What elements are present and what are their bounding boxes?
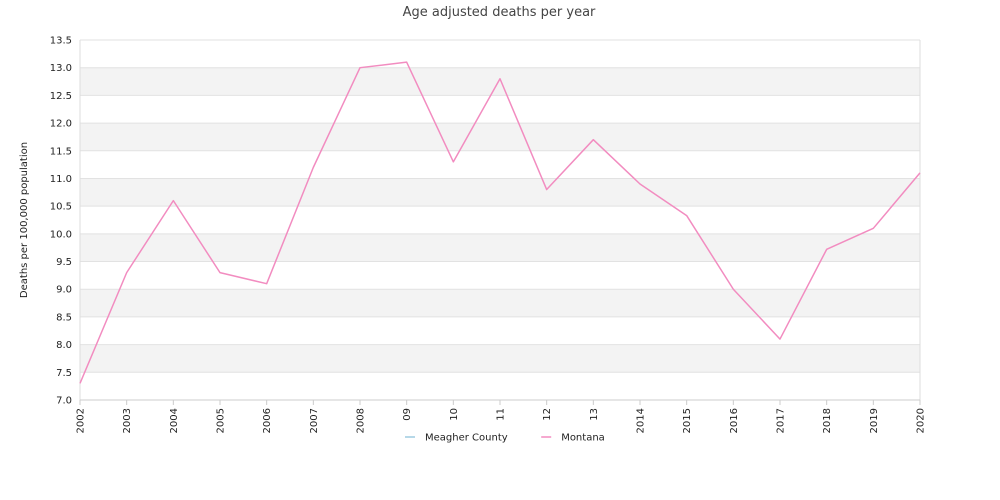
grid-band (80, 178, 920, 207)
x-tick-label: 2008 (356, 408, 367, 433)
y-tick-label: 7.5 (56, 368, 72, 379)
x-tick-label: 2020 (916, 408, 927, 433)
y-tick-label: 10.0 (50, 229, 72, 240)
x-tick-label: 10 (449, 408, 460, 421)
x-tick-label: 12 (542, 408, 553, 421)
grid-band (80, 206, 920, 234)
y-tick-label: 8.5 (56, 312, 72, 323)
x-tick-label: 2016 (729, 408, 740, 433)
x-tick-label: 13 (589, 408, 600, 421)
grid-band (80, 123, 920, 151)
x-tick-label: 2017 (776, 408, 787, 433)
x-axis-ticks: 2002 2003 2004 2005 2006 2007 2008 09 10 11 12 13 20… (76, 400, 927, 433)
series-line-montana (79, 61, 921, 384)
x-tick-label: 2018 (822, 408, 833, 433)
y-tick-label: 11.0 (50, 174, 72, 185)
legend-label: Meagher County (425, 433, 508, 444)
x-tick-label: 2003 (122, 408, 133, 433)
x-tick-label: 2002 (76, 408, 87, 433)
x-tick-label: 09 (402, 408, 413, 421)
y-tick-label: 9.0 (56, 285, 72, 296)
grid-band (80, 372, 920, 400)
y-tick-label: 11.5 (50, 146, 72, 157)
x-tick-label: 2005 (216, 408, 227, 433)
grid-bands (80, 40, 920, 400)
y-tick-label: 7.0 (56, 396, 72, 407)
series-lines (79, 61, 921, 384)
grid-lines (79, 39, 921, 401)
y-tick-label: 9.5 (56, 257, 72, 268)
y-tick-label: 13.5 (50, 36, 72, 47)
grid-band (80, 40, 920, 68)
grid-band (80, 233, 920, 262)
x-tick-label: 2004 (169, 408, 180, 433)
legend-label: Montana (561, 433, 605, 444)
grid-band (80, 95, 920, 124)
x-tick-label: 2019 (869, 408, 880, 433)
legend: Meagher County Montana (405, 433, 605, 444)
x-tick-label: 2007 (309, 408, 320, 433)
x-tick-label: 2014 (636, 408, 647, 433)
grid-band (80, 150, 920, 179)
x-tick-label: 11 (496, 408, 507, 421)
x-tick-label: 2006 (262, 408, 273, 433)
y-tick-label: 12.0 (50, 119, 72, 130)
chart-title: Age adjusted deaths per year (403, 5, 596, 20)
grid-band (80, 67, 920, 96)
grid-band (80, 316, 920, 345)
y-tick-label: 13.0 (50, 63, 72, 74)
grid-band (80, 344, 920, 373)
x-tick-label: 2015 (682, 408, 693, 433)
y-axis-ticks: 7.0 7.5 8.0 8.5 9.0 9.5 10.0 10.5 11.0 11.5 12.0 12… (50, 36, 72, 407)
grid-band (80, 289, 920, 317)
grid-band (80, 261, 920, 290)
y-axis-label: Deaths per 100,000 population (19, 142, 30, 298)
y-tick-label: 12.5 (50, 91, 72, 102)
y-tick-label: 10.5 (50, 202, 72, 213)
y-tick-label: 8.0 (56, 340, 72, 351)
